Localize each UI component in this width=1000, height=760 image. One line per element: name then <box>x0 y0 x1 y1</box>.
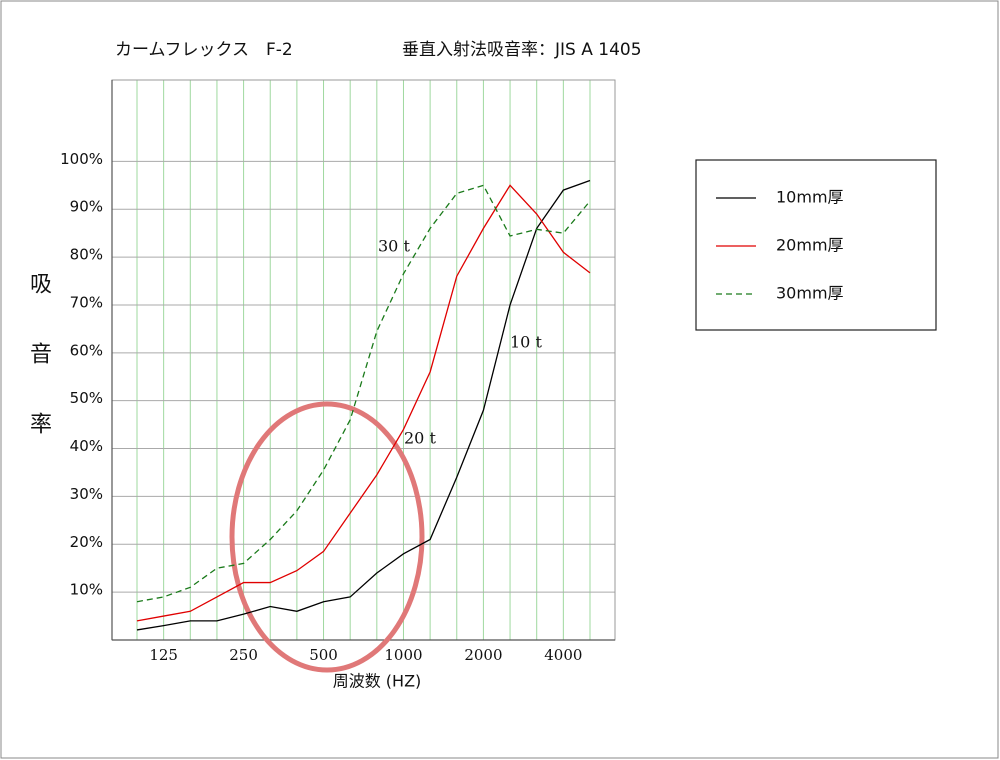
x-tick-label: 2000 <box>464 646 502 664</box>
chart-subtitle: 垂直入射法吸音率：JIS A 1405 <box>402 40 642 60</box>
series-line <box>136 184 591 603</box>
y-tick-label: 50% <box>70 389 103 407</box>
y-tick-label: 60% <box>70 341 103 359</box>
highlight-ellipse <box>229 401 425 673</box>
annotation: 20 t <box>404 429 436 448</box>
legend-label: 20mm厚 <box>776 236 844 255</box>
annotation: 10 t <box>510 333 542 352</box>
y-tick-label: 90% <box>70 198 103 216</box>
x-tick-label: 500 <box>309 646 338 664</box>
legend-label: 10mm厚 <box>776 188 844 207</box>
y-tick-label: 100% <box>60 150 103 168</box>
legend-box <box>695 159 937 331</box>
series-line <box>136 179 591 631</box>
x-tick-label: 1000 <box>384 646 422 664</box>
x-tick-label: 250 <box>229 646 258 664</box>
plot-frame <box>111 79 616 641</box>
plot <box>111 79 616 641</box>
y-tick-label: 30% <box>70 485 103 503</box>
y-tick-label: 20% <box>70 533 103 551</box>
series-line <box>136 184 591 622</box>
x-tick-label: 4000 <box>544 646 582 664</box>
y-tick-label: 80% <box>70 246 103 264</box>
legend-label: 30mm厚 <box>776 284 844 303</box>
y-axis-label: 吸音率 <box>26 272 51 482</box>
y-tick-label: 40% <box>70 437 103 455</box>
x-tick-label: 125 <box>149 646 178 664</box>
x-axis-label: 周波数 (HZ) <box>333 672 422 691</box>
y-tick-label: 10% <box>70 581 103 599</box>
y-tick-label: 70% <box>70 293 103 311</box>
chart-title: カームフレックス F-2 <box>115 40 293 60</box>
annotation: 30 t <box>378 237 410 256</box>
